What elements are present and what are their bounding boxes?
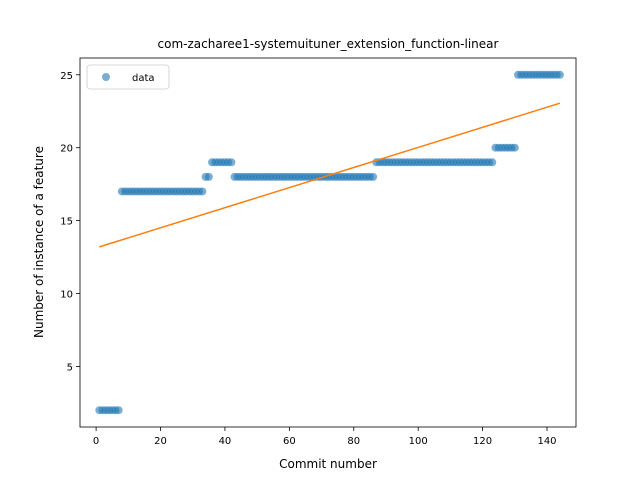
data-point (369, 172, 378, 181)
x-tick-label: 20 (154, 436, 167, 447)
x-tick-label: 60 (283, 436, 296, 447)
x-tick-label: 140 (537, 436, 556, 447)
data-point (510, 143, 519, 152)
legend-marker (102, 73, 110, 81)
data-point (204, 172, 213, 181)
y-tick-label: 5 (67, 362, 73, 373)
legend-label-data: data (132, 73, 155, 84)
y-tick-label: 25 (60, 71, 73, 82)
legend-box (86, 64, 170, 90)
x-tick-label: 100 (409, 436, 428, 447)
x-tick-label: 120 (473, 436, 492, 447)
chart-title: com-zacharee1-systemuituner_extension_fu… (158, 37, 499, 51)
y-tick-label: 10 (60, 290, 73, 301)
y-tick-label: 15 (60, 217, 73, 228)
x-axis-label: Commit number (279, 457, 377, 471)
axes: 0 20 40 60 80 100 120 140 5 10 15 20 25 (60, 57, 577, 447)
data-point (227, 158, 236, 167)
plot-area (95, 70, 564, 415)
data-point (488, 158, 497, 167)
fit-line (99, 102, 561, 248)
x-tick-label: 80 (347, 436, 360, 447)
plot-frame (79, 57, 577, 428)
data-point (114, 406, 123, 415)
x-tick-label: 40 (219, 436, 232, 447)
data-point (555, 70, 564, 79)
y-tick-label: 20 (60, 144, 73, 155)
data-point (198, 187, 207, 196)
y-axis-label: Number of instance of a feature (32, 146, 46, 338)
x-tick-label: 0 (93, 436, 99, 447)
legend: data (86, 64, 170, 90)
